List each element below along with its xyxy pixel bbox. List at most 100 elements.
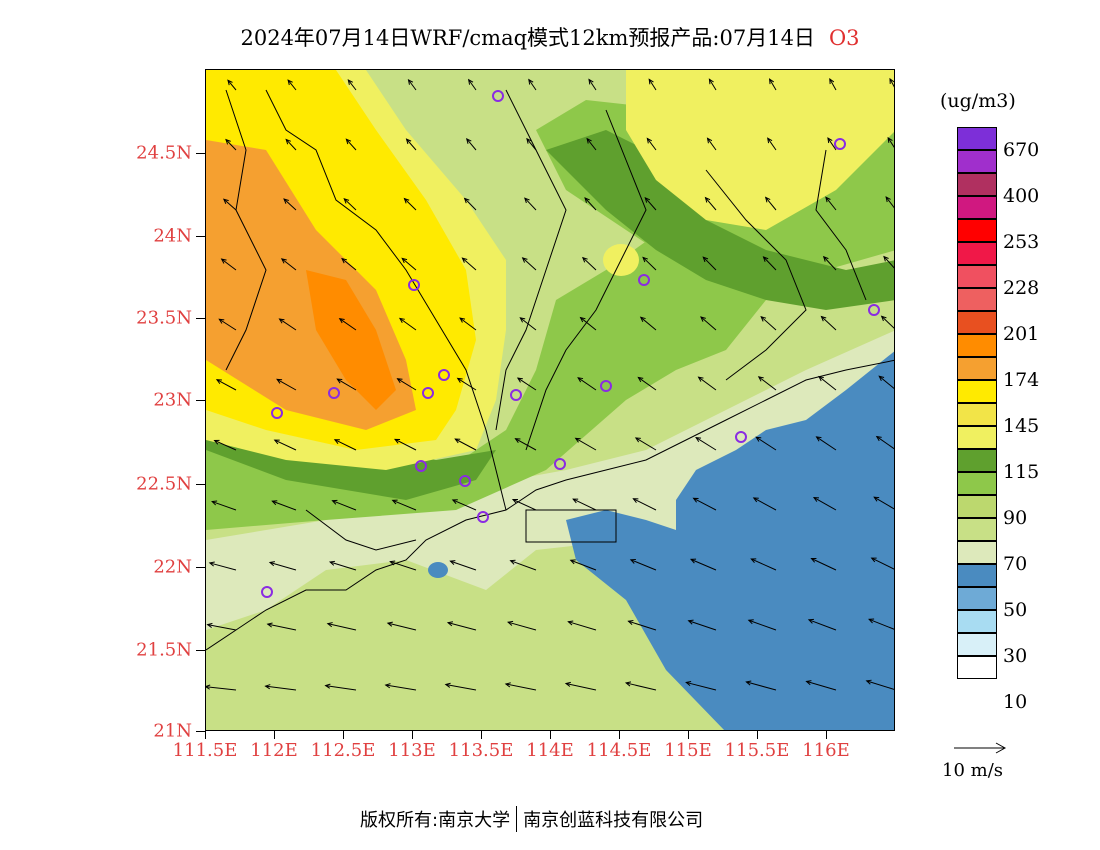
wind-arrow [450, 560, 477, 571]
wind-arrow [285, 139, 297, 151]
wind-arrow-head [827, 137, 833, 144]
lat-tick [196, 484, 205, 485]
wind-arrow [705, 197, 717, 211]
wind-arrow [889, 78, 894, 88]
wind-arrow-head [403, 197, 410, 204]
wind-arrow [466, 138, 477, 151]
wind-arrow [332, 500, 357, 511]
wind-arrow [524, 197, 537, 211]
wind-arrow [512, 499, 537, 511]
wind-arrow-head [627, 620, 634, 625]
wind-arrow-head [642, 256, 648, 263]
wind-arrow [806, 680, 837, 691]
sea-patch [428, 562, 448, 578]
wind-arrow-head [584, 197, 590, 203]
wind-arrow-head [324, 683, 331, 689]
wind-arrow-head [822, 255, 829, 262]
lat-tick-label: 21.5N [136, 639, 192, 661]
wind-arrow [572, 498, 597, 511]
wind-arrow-head [451, 499, 458, 505]
wind-arrow [214, 440, 237, 451]
station-marker [638, 274, 650, 286]
wind-arrow-head [752, 497, 759, 503]
lat-tick [196, 567, 205, 568]
lon-tick-label: 114.5E [586, 740, 652, 761]
wind-arrow [646, 138, 657, 151]
wind-arrow [818, 376, 837, 391]
wind-arrow-head [449, 560, 456, 565]
wind-arrow [387, 622, 417, 631]
monitor-stations [261, 90, 880, 598]
lat-tick-label: 24.5N [136, 142, 192, 164]
wind-arrow-head [396, 378, 403, 384]
wind-arrow-head [514, 438, 521, 443]
legend-color-box [957, 610, 997, 633]
wind-arrow [287, 79, 297, 91]
wind-arrow-head [760, 316, 767, 322]
wind-arrow-head [343, 198, 350, 204]
legend-value-label: 30 [1003, 645, 1028, 667]
lat-tick [196, 153, 205, 154]
wind-arrow [397, 378, 417, 391]
wind-arrow-head [459, 317, 466, 323]
wind-arrow-head [519, 317, 526, 323]
wind-arrow [695, 437, 717, 451]
legend-color-box [957, 127, 997, 150]
legend-value-label: 670 [1003, 139, 1040, 161]
wind-arrow [751, 558, 777, 571]
lat-tick [196, 318, 205, 319]
wind-arrow [528, 79, 537, 91]
wind-arrow [644, 197, 657, 211]
wind-arrow [279, 318, 297, 331]
station-marker [477, 511, 489, 523]
wind-arrow-head [225, 138, 231, 145]
wind-arrow [878, 375, 894, 390]
wind-arrow [347, 79, 357, 91]
wind-arrow-head [689, 558, 697, 564]
copyright-company: 南京创蓝科技有限公司 [523, 810, 704, 831]
wind-arrow-head [222, 198, 229, 205]
wind-arrow [408, 79, 417, 91]
lat-tick [196, 650, 205, 651]
legend-color-box [957, 541, 997, 564]
wind-arrow [283, 198, 297, 211]
wind-arrow-head [868, 618, 875, 624]
wind-arrow [337, 378, 357, 391]
wind-arrow-head [569, 559, 576, 565]
wind-arrow [223, 198, 237, 211]
wind-arrow-head [220, 258, 227, 264]
lat-tick-label: 23.5N [136, 307, 192, 329]
wind-arrow-head [516, 377, 523, 383]
wind-arrow-head [456, 377, 463, 383]
lat-tick [196, 731, 205, 732]
wind-arrow-head [398, 317, 405, 324]
legend-value-label: 145 [1003, 415, 1040, 437]
legend-color-box [957, 380, 997, 403]
wind-arrow-head [572, 498, 579, 504]
wind-arrow-head [818, 375, 824, 382]
wind-arrow [688, 620, 717, 631]
wind-arrow [628, 620, 657, 631]
wind-arrow [746, 681, 777, 691]
wind-arrow-head [394, 438, 401, 444]
lon-tick [205, 731, 206, 739]
wind-arrow-head [273, 439, 280, 445]
wind-arrow [588, 79, 597, 91]
copyright-footer: 版权所有:南京大学 南京创蓝科技有限公司 [360, 806, 703, 832]
wind-arrow [568, 621, 597, 631]
wind-arrow-head [276, 378, 283, 384]
wind-arrow [811, 558, 837, 571]
wind-arrow-head [285, 138, 291, 145]
wind-arrow-head [336, 378, 343, 384]
wind-arrow [522, 257, 537, 271]
wind-arrow [459, 317, 477, 331]
lon-tick-label: 116E [802, 740, 850, 761]
copyright-owner: 版权所有:南京大学 [360, 810, 511, 831]
legend-color-box [957, 265, 997, 288]
legend-color-box [957, 495, 997, 518]
legend-color-box [957, 219, 997, 242]
legend-color-box [957, 518, 997, 541]
wind-arrow-head [454, 438, 461, 444]
wind-arrow [515, 438, 537, 451]
legend-value-label: 50 [1003, 599, 1028, 621]
